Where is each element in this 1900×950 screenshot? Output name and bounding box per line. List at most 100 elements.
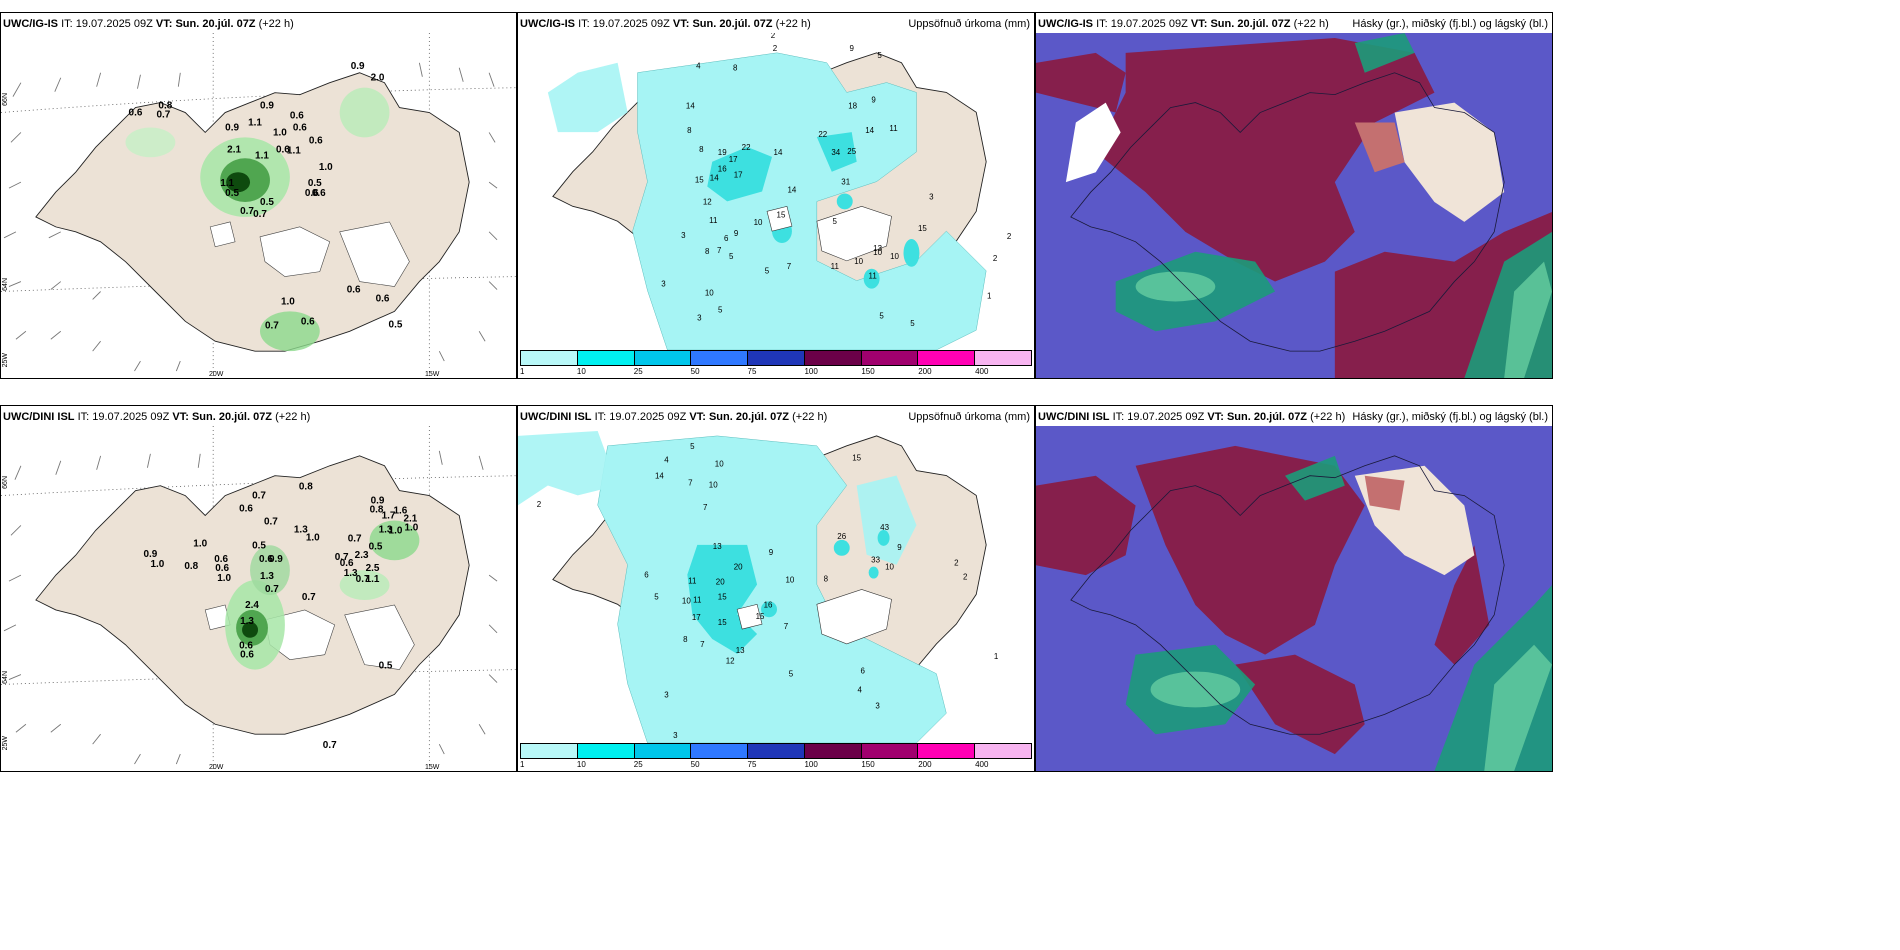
cloud-map-panel-bottom: UWC/DINI ISL IT: 19.07.2025 09Z VT: Sun.… xyxy=(1035,405,1553,772)
colorbar-swatch xyxy=(691,744,749,758)
wind-value-label: 2.4 xyxy=(245,600,259,611)
precip-value-label: 3 xyxy=(661,280,666,289)
precip-value-label: 17 xyxy=(692,613,701,622)
cloud-title: Hásky (gr.), miðský (fj.bl.) og lágský (… xyxy=(1352,411,1548,423)
precip-value-label: 5 xyxy=(718,305,723,314)
colorbar-swatch xyxy=(861,744,919,758)
precip-value-label: 5 xyxy=(765,267,770,276)
wind-value-label: 1.0 xyxy=(389,525,403,536)
lon-label: 25W xyxy=(2,736,9,751)
precip-value-label: 10 xyxy=(705,289,714,298)
wind-value-label: 0.5 xyxy=(252,540,266,551)
precip-value-label: 15 xyxy=(852,454,861,463)
wind-value-label: 0.7 xyxy=(240,206,254,217)
wind-value-label: 1.3 xyxy=(294,524,308,535)
wind-value-label: 0.9 xyxy=(351,61,365,72)
precip-value-label: 5 xyxy=(833,217,838,226)
precip-value-label: 6 xyxy=(644,571,649,580)
wind-value-label: 0.9 xyxy=(371,496,385,507)
precip-title: Uppsöfnuð úrkoma (mm) xyxy=(908,18,1030,30)
wind-value-label: 0.5 xyxy=(225,188,239,199)
colorbar-tick-label: 75 xyxy=(747,367,757,376)
wind-barbs xyxy=(3,62,498,372)
wind-value-label: 0.8 xyxy=(299,482,313,493)
colorbar-swatch xyxy=(691,351,749,365)
wind-value-label: 0.6 xyxy=(276,144,290,155)
precip-value-label: 8 xyxy=(699,145,704,154)
precip-value-label: 9 xyxy=(769,548,774,557)
precip-value-label: 5 xyxy=(789,670,794,679)
precip-value-label: 4 xyxy=(857,685,862,694)
wind-value-label: 0.6 xyxy=(305,188,319,199)
panel-header: UWC/DINI ISL IT: 19.07.2025 09Z VT: Sun.… xyxy=(3,411,311,423)
precip-value-label: 7 xyxy=(717,246,722,255)
precip-colorbar xyxy=(520,350,1032,366)
wind-value-label: 0.7 xyxy=(264,516,278,527)
wind-value-label: 0.5 xyxy=(260,197,274,208)
wind-value-label: 0.7 xyxy=(253,209,267,220)
precip-colorbar-ticks: 1 10 25 50 75 100 150 200 400 xyxy=(520,366,1032,378)
wind-value-label: 0.6 xyxy=(290,111,304,122)
colorbar-swatch xyxy=(521,351,578,365)
wind-value-label: 1.0 xyxy=(404,522,418,533)
colorbar-tick-label: 400 xyxy=(975,760,989,769)
wind-map[interactable]: 0.6 0.8 0.7 0.9 0.9 1.1 2.1 1.1 1.0 0.6 0.6 0.6 0.6 1… xyxy=(1,33,516,378)
precip-value-label: 11 xyxy=(693,595,702,604)
precip-value-label: 4 xyxy=(664,456,669,465)
cloud-map[interactable] xyxy=(1036,33,1552,378)
wind-value-label: 1.1 xyxy=(287,145,301,156)
precip-value-label: 15 xyxy=(718,592,727,601)
cloud-low-areas-light xyxy=(1150,644,1552,771)
wind-map-panel-bottom: UWC/DINI ISL IT: 19.07.2025 09Z VT: Sun.… xyxy=(0,405,517,772)
precip-value-label: 7 xyxy=(784,622,789,631)
colorbar-tick-label: 75 xyxy=(747,760,757,769)
colorbar-swatch xyxy=(975,351,1032,365)
precip-value-label: 18 xyxy=(848,101,857,110)
wind-value-label: 0.9 xyxy=(225,122,239,133)
panel-header: UWC/DINI ISL IT: 19.07.2025 09Z VT: Sun.… xyxy=(520,411,1030,423)
panel-header: UWC/IG-IS IT: 19.07.2025 09Z VT: Sun. 20… xyxy=(1038,18,1548,30)
precip-colorbar xyxy=(520,743,1032,759)
lon-label: 20W xyxy=(209,371,224,378)
precip-value-label: 14 xyxy=(865,126,874,135)
precip-value-label: 7 xyxy=(700,640,705,649)
lat-label: 66N xyxy=(2,93,9,106)
precip-value-label: 8 xyxy=(705,247,710,256)
wind-value-label: 1.1 xyxy=(248,117,262,128)
precip-value-label: 25 xyxy=(847,147,856,156)
precip-value-label: 14 xyxy=(686,101,695,110)
precip-value-label: 5 xyxy=(879,311,884,320)
precip-map[interactable]: 2 2 8 4 14 8 8 19 17 22 14 16 14 17 15 22 34 25 18 31 14 11 14… xyxy=(518,33,1034,350)
wind-value-label: 1.0 xyxy=(319,162,333,173)
colorbar-tick-label: 100 xyxy=(804,367,818,376)
precip-mid xyxy=(707,132,920,289)
precip-value-label: 4 xyxy=(696,62,701,71)
cloud-map[interactable] xyxy=(1036,426,1552,771)
wind-value-label: 2.1 xyxy=(227,144,241,155)
wind-value-label: 0.9 xyxy=(143,549,157,560)
wind-value-label: 0.7 xyxy=(252,491,266,502)
precip-value-label: 5 xyxy=(877,51,882,60)
lat-label: 66N xyxy=(2,476,9,489)
wind-value-label: 0.7 xyxy=(356,574,370,585)
wind-value-label: 0.8 xyxy=(184,561,198,572)
precip-value-label: 2 xyxy=(537,500,542,509)
wind-map[interactable]: 0.7 0.8 0.6 0.7 1.3 1.0 0.9 0.8 1.7 1.6 2.1 1.0 1.3 1… xyxy=(1,426,516,771)
wind-value-label: 1.0 xyxy=(306,532,320,543)
wind-value-label: 0.5 xyxy=(308,178,322,189)
precip-value-label: 11 xyxy=(889,124,898,133)
precip-value-label: 2 xyxy=(773,44,778,53)
glaciers xyxy=(209,221,410,287)
wind-value-label: 0.6 xyxy=(309,135,323,146)
glaciers xyxy=(736,589,892,645)
wind-value-label: 0.8 xyxy=(158,101,172,112)
wind-value-label: 1.3 xyxy=(260,571,274,582)
precip-value-label: 15 xyxy=(695,176,704,185)
precip-value-label: 3 xyxy=(664,690,669,699)
precip-map[interactable]: 5 10 10 7 4 14 7 13 20 11 20 11 15 16 17 15 15 13 12 26 43 33… xyxy=(518,426,1034,743)
colorbar-tick-label: 150 xyxy=(861,367,875,376)
colorbar-swatch xyxy=(861,351,919,365)
colorbar-swatch xyxy=(577,744,635,758)
precip-value-label: 9 xyxy=(897,543,902,552)
